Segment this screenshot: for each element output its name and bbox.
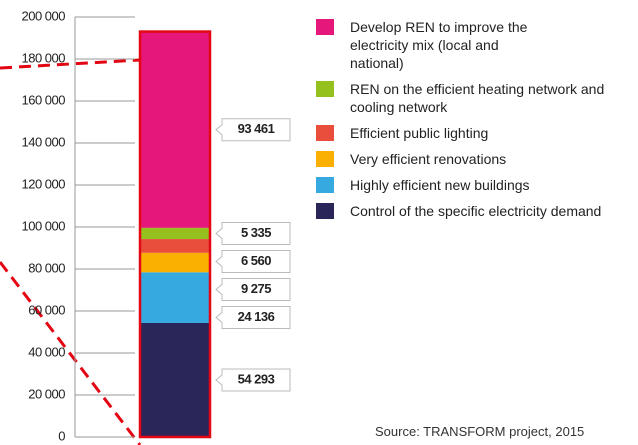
value-label: 24 136 (238, 309, 275, 324)
legend-swatch (316, 151, 334, 167)
y-tick-label: 200 000 (22, 8, 66, 23)
legend-swatch (316, 81, 334, 97)
bar-segment (140, 322, 210, 437)
label-box (215, 118, 291, 142)
legend-swatch (316, 203, 334, 219)
bar-segment (140, 31, 210, 228)
legend-label: Control of the specific electricity dema… (350, 203, 602, 219)
legend: Develop REN to improve the electricity m… (316, 18, 634, 228)
value-label: 93 461 (238, 121, 275, 136)
bar-segment (140, 252, 210, 273)
legend-label: Develop REN to improve the electricity m… (350, 19, 528, 71)
value-label: 9 275 (241, 281, 271, 296)
y-tick-label: 60 000 (28, 302, 65, 317)
legend-label: Very efficient renovations (350, 151, 507, 167)
y-tick-label: 100 000 (22, 218, 66, 233)
value-label: 6 560 (241, 253, 271, 268)
legend-swatch (316, 125, 334, 141)
bar-segment (140, 239, 210, 253)
label-box (215, 305, 291, 329)
label-box (215, 368, 291, 392)
legend-item: Highly efficient new buildings (316, 176, 634, 194)
y-tick-label: 120 000 (22, 176, 66, 191)
bar-outline (138, 30, 212, 439)
y-tick-label: 80 000 (28, 260, 65, 275)
label-box (215, 249, 291, 273)
dashed-line (0, 261, 142, 445)
y-tick-label: 140 000 (22, 134, 66, 149)
legend-item: REN on the efficient heating network and… (316, 80, 634, 116)
label-box (215, 277, 291, 301)
legend-item: Control of the specific electricity dema… (316, 202, 634, 220)
source: Source: TRANSFORM project, 2015 (375, 424, 585, 439)
y-tick-label: 40 000 (28, 344, 65, 359)
y-tick-label: 180 000 (22, 50, 66, 65)
label-box (215, 221, 291, 245)
legend-label: REN on the efficient heating network and… (350, 81, 605, 115)
legend-swatch (316, 177, 334, 193)
bar-segment (140, 272, 210, 323)
value-label: 54 293 (238, 371, 275, 386)
dashed-line (0, 58, 141, 70)
legend-item: Efficient public lighting (316, 124, 634, 142)
legend-label: Highly efficient new buildings (350, 177, 530, 193)
value-label: 5 335 (241, 225, 271, 240)
legend-item: Develop REN to improve the electricity m… (316, 18, 634, 72)
bar-segment (140, 227, 210, 240)
legend-item: Very efficient renovations (316, 150, 634, 168)
y-tick-label: 20 000 (28, 386, 65, 401)
y-tick-label: 0 (58, 428, 65, 443)
legend-label: Efficient public lighting (350, 125, 489, 141)
legend-swatch (316, 19, 334, 35)
y-tick-label: 160 000 (22, 92, 66, 107)
